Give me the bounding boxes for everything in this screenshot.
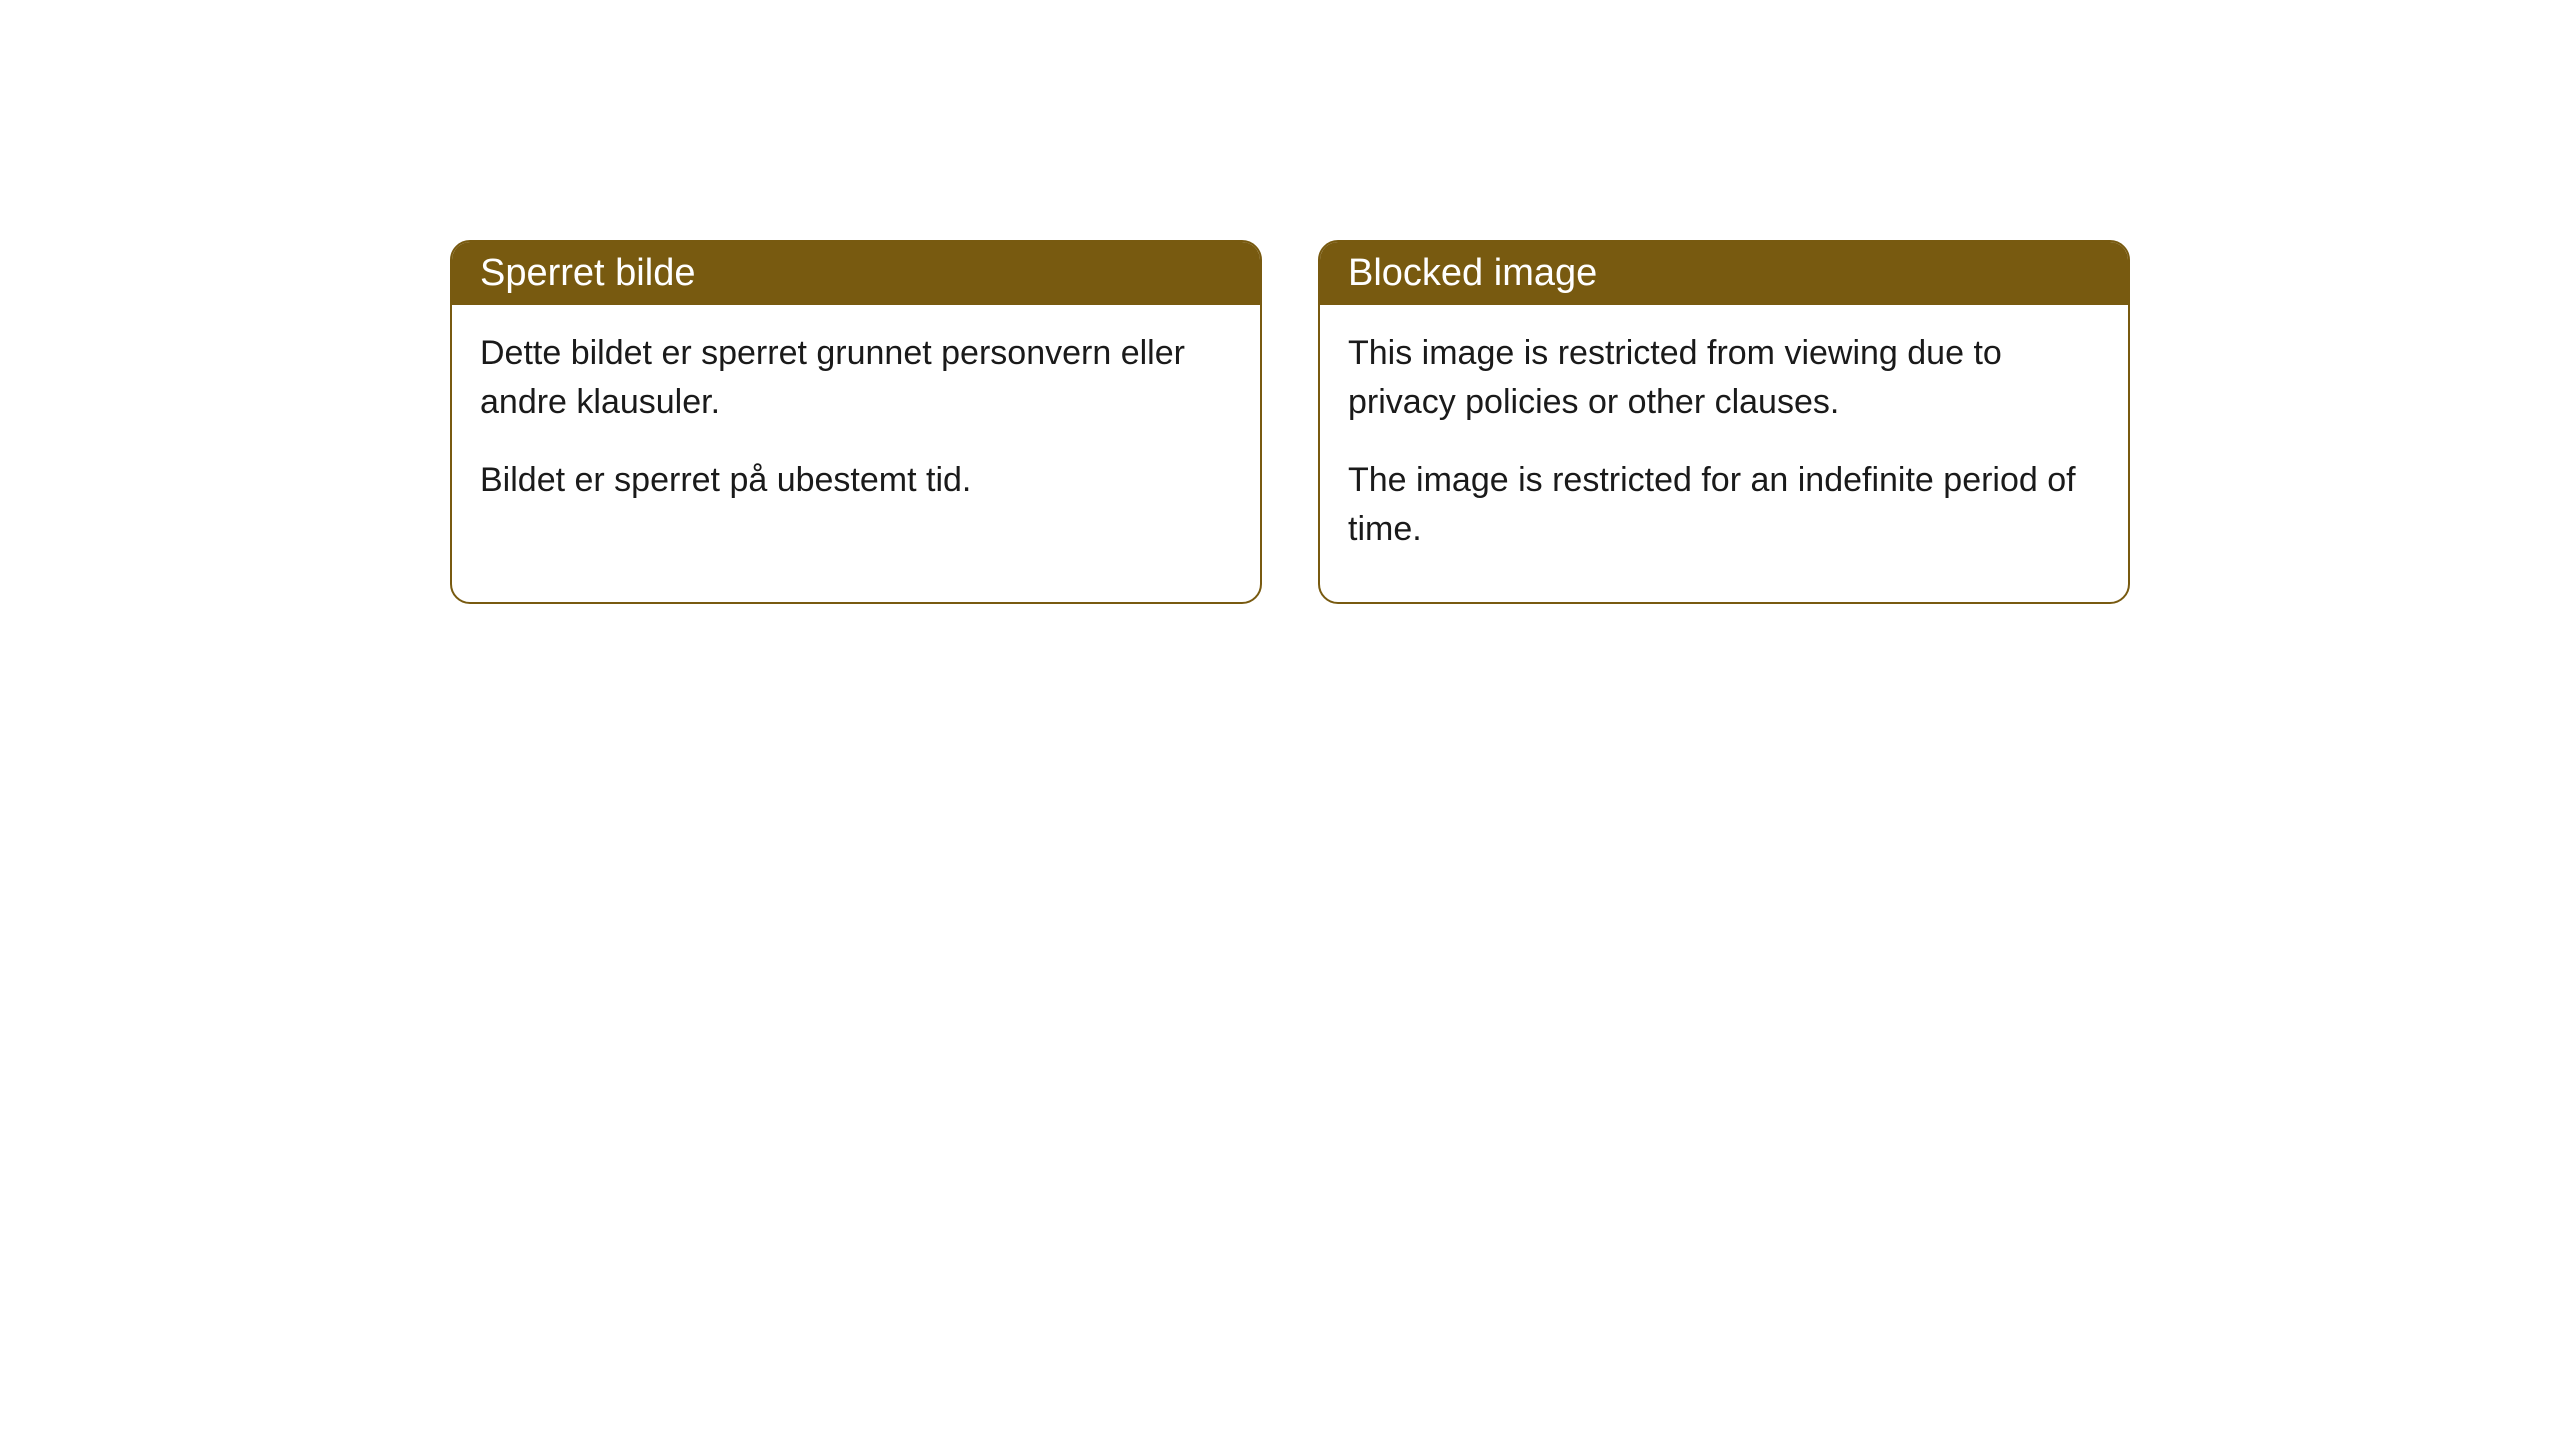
card-header-norwegian: Sperret bilde <box>452 242 1260 305</box>
card-paragraph: This image is restricted from viewing du… <box>1348 329 2100 428</box>
notice-card-english: Blocked image This image is restricted f… <box>1318 240 2130 604</box>
notice-cards-container: Sperret bilde Dette bildet er sperret gr… <box>450 240 2130 604</box>
card-title: Blocked image <box>1348 252 1597 294</box>
card-title: Sperret bilde <box>480 252 695 294</box>
card-body-norwegian: Dette bildet er sperret grunnet personve… <box>452 305 1260 553</box>
notice-card-norwegian: Sperret bilde Dette bildet er sperret gr… <box>450 240 1262 604</box>
card-paragraph: Bildet er sperret på ubestemt tid. <box>480 456 1232 505</box>
card-paragraph: Dette bildet er sperret grunnet personve… <box>480 329 1232 428</box>
card-body-english: This image is restricted from viewing du… <box>1320 305 2128 602</box>
card-paragraph: The image is restricted for an indefinit… <box>1348 456 2100 555</box>
card-header-english: Blocked image <box>1320 242 2128 305</box>
